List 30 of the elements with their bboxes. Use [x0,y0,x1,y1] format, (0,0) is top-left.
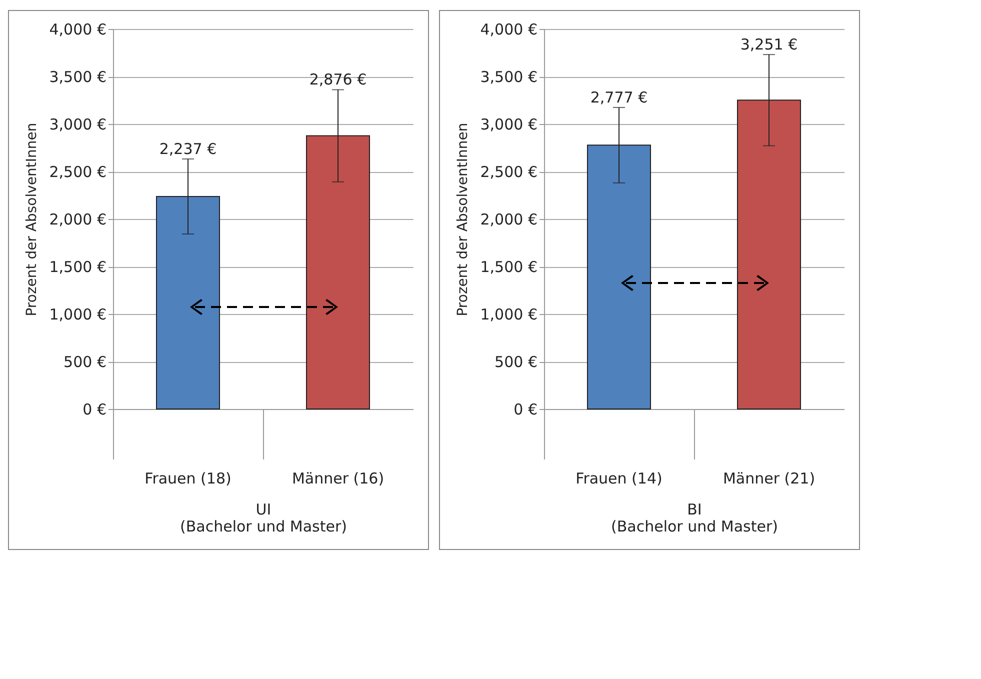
y-tick-label: 2,000 € [480,210,538,228]
y-tick-label: 1,000 € [49,306,106,324]
y-tick-label: 2,000 € [49,210,106,228]
y-tick-label: 2,500 € [49,163,106,181]
y-tick-label: 3,500 € [480,68,538,86]
y-tick-label: 0 € [82,400,106,418]
x-tick-label: Frauen (18) [144,470,232,488]
x-axis-title: UI (Bachelor und Master) [180,500,347,536]
x-tick-label: Frauen (14) [576,470,662,488]
y-tick-label: 3,500 € [49,68,106,86]
y-tick-label: 1,000 € [480,306,538,324]
data-label: 2,876 € [309,70,367,89]
data-label: 3,251 € [740,36,798,54]
y-tick-label: 500 € [64,353,106,371]
x-tick-label: Männer (16) [292,470,384,488]
y-axis-title: Prozent der AbsolventInnen [455,122,472,316]
data-label: 2,777 € [590,88,648,106]
x-axis-title: BI (Bachelor und Master) [611,500,778,536]
y-tick-label: 1,500 € [480,258,538,276]
y-tick-label: 2,500 € [480,163,538,181]
x-tick-label: Männer (21) [722,470,816,488]
y-tick-label: 4,000 € [49,20,106,38]
y-tick-label: 1,500 € [49,258,106,276]
y-tick-label: 3,000 € [49,116,106,134]
y-tick-label: 0 € [514,400,538,418]
y-tick-label: 3,000 € [480,116,538,134]
y-tick-label: 500 € [494,353,538,371]
y-axis-title: Prozent der AbsolventInnen [24,122,40,316]
y-tick-label: 4,000 € [480,20,538,38]
data-label: 2,237 € [159,140,217,158]
